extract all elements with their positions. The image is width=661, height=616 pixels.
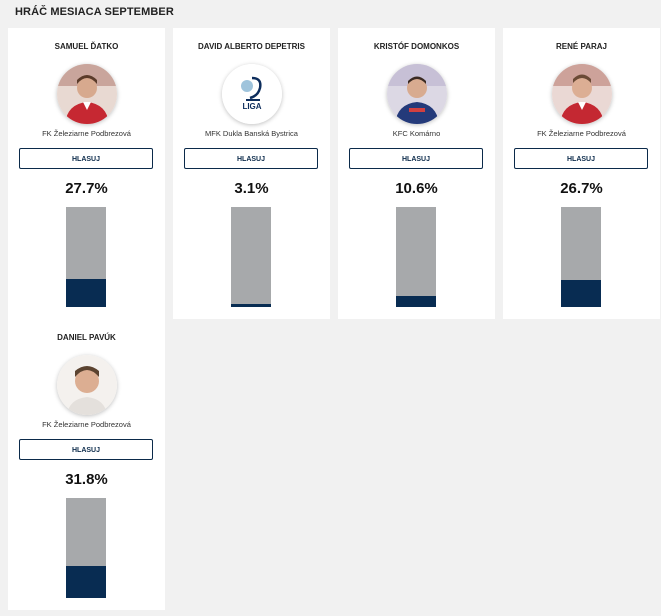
club-name: FK Železiarne Podbrezová xyxy=(537,129,626,138)
poll-grid: SAMUEL ĎATKO FK Železiarne Podbrezová HL… xyxy=(8,28,661,610)
player-card: KRISTÓF DOMONKOS KFC Komárno HLASUJ 10.6… xyxy=(338,28,495,319)
vote-button[interactable]: HLASUJ xyxy=(184,148,318,169)
vote-percentage: 26.7% xyxy=(560,180,603,197)
player-name: KRISTÓF DOMONKOS xyxy=(373,42,460,51)
vote-percentage: 3.1% xyxy=(234,180,269,197)
vote-bar xyxy=(231,207,271,307)
club-name: FK Železiarne Podbrezová xyxy=(42,129,131,138)
player-card: SAMUEL ĎATKO FK Železiarne Podbrezová HL… xyxy=(8,28,165,319)
liga-logo-icon: LIGA xyxy=(221,64,282,124)
vote-percentage: 27.7% xyxy=(65,180,108,197)
player-avatar xyxy=(551,64,612,124)
vote-button[interactable]: HLASUJ xyxy=(514,148,648,169)
club-name: KFC Komárno xyxy=(392,129,441,138)
vote-percentage: 31.8% xyxy=(65,471,108,488)
vote-bar-fill xyxy=(231,303,271,307)
vote-button[interactable]: HLASUJ xyxy=(349,148,483,169)
vote-percentage: 10.6% xyxy=(395,180,438,197)
vote-bar xyxy=(396,207,436,307)
player-avatar: LIGA xyxy=(221,64,282,124)
player-photo-icon xyxy=(551,64,612,124)
player-avatar xyxy=(56,355,117,415)
vote-button[interactable]: HLASUJ xyxy=(19,148,153,169)
player-avatar xyxy=(386,64,447,124)
club-name: MFK Dukla Banská Bystrica xyxy=(205,129,298,138)
player-name: DAVID ALBERTO DEPETRIS xyxy=(198,42,305,51)
vote-bar xyxy=(66,207,106,307)
vote-bar-fill xyxy=(66,279,106,307)
vote-bar-fill xyxy=(66,566,106,598)
vote-button[interactable]: HLASUJ xyxy=(19,439,153,460)
vote-bar-fill xyxy=(561,280,601,307)
vote-bar xyxy=(66,498,106,598)
player-card: DANIEL PAVÚK FK Železiarne Podbrezová HL… xyxy=(8,319,165,610)
player-card: DAVID ALBERTO DEPETRIS LIGA MFK Dukla Ba… xyxy=(173,28,330,319)
page-title: HRÁČ MESIACA SEPTEMBER xyxy=(15,6,174,18)
player-photo-icon xyxy=(56,355,117,415)
vote-bar-fill xyxy=(396,296,436,307)
player-card: RENÉ PARAJ FK Železiarne Podbrezová HLAS… xyxy=(503,28,660,319)
player-photo-icon xyxy=(56,64,117,124)
player-name: RENÉ PARAJ xyxy=(556,42,607,51)
player-name: DANIEL PAVÚK xyxy=(57,333,116,342)
club-name: FK Železiarne Podbrezová xyxy=(42,420,131,429)
player-avatar xyxy=(56,64,117,124)
vote-bar xyxy=(561,207,601,307)
player-name: SAMUEL ĎATKO xyxy=(54,42,119,51)
svg-text:LIGA: LIGA xyxy=(242,102,261,111)
player-photo-icon xyxy=(386,64,447,124)
